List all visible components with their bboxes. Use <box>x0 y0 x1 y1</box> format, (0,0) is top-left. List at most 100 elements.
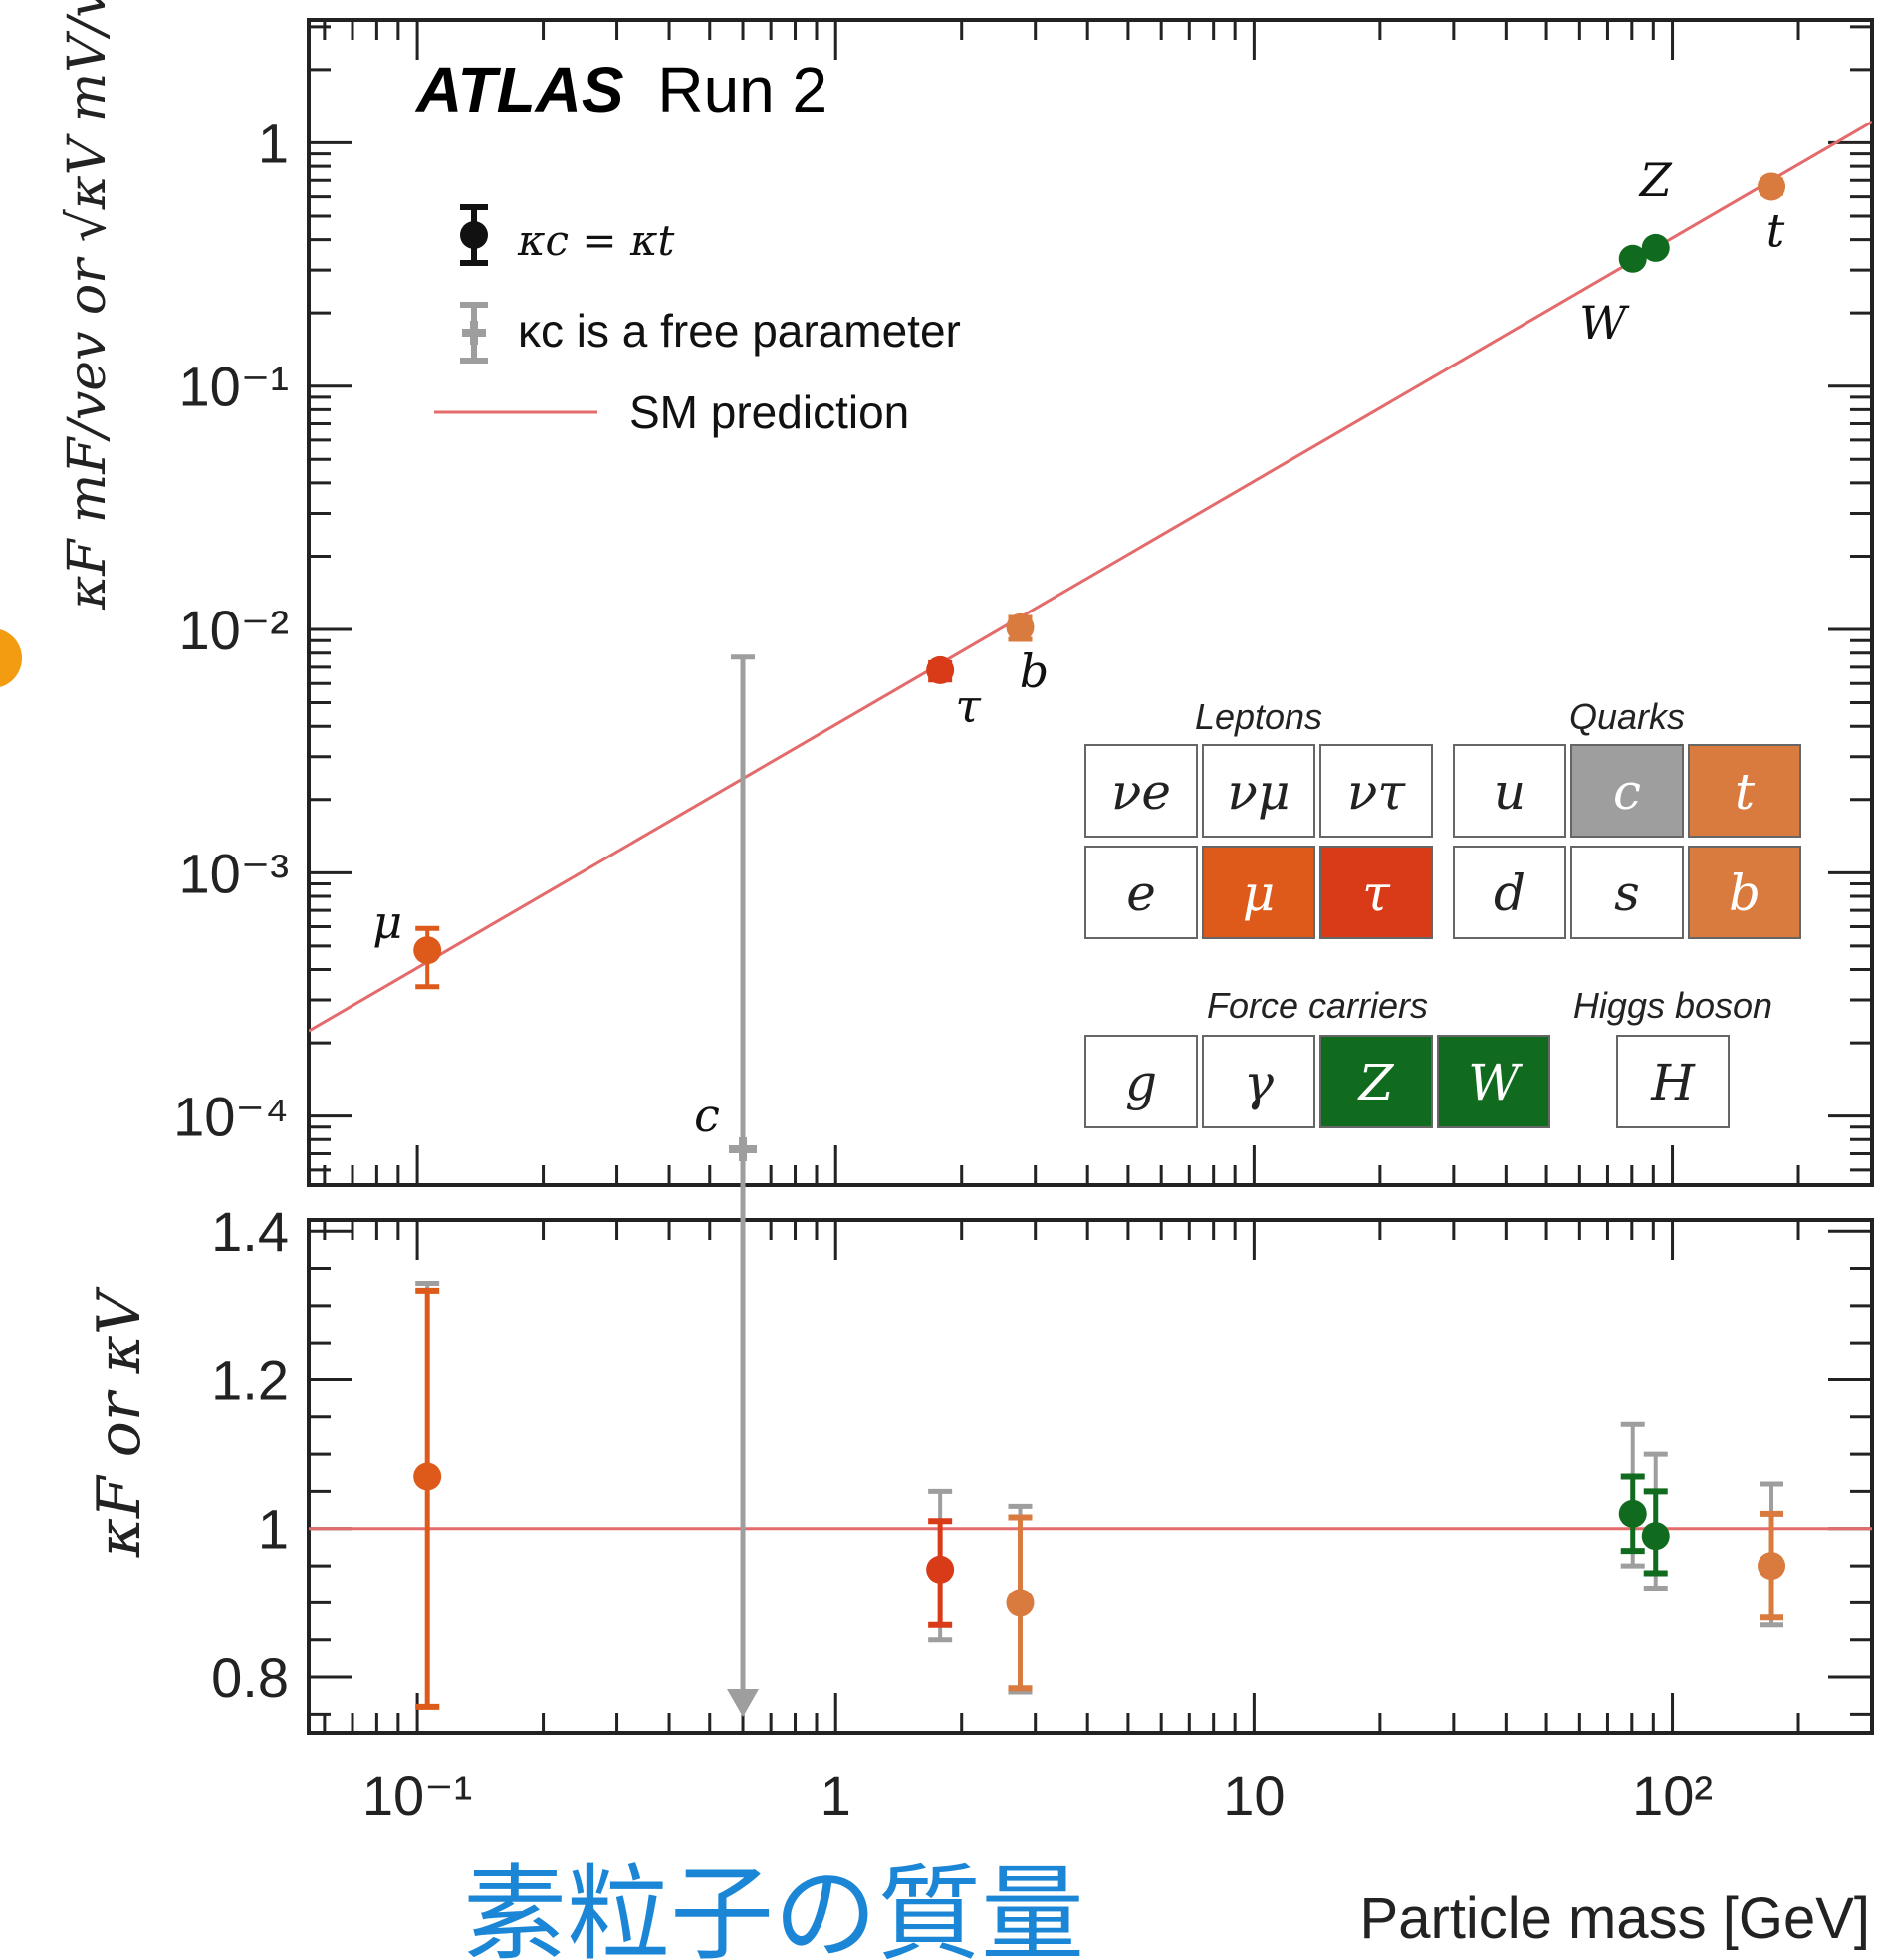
legend-entry-kc-kt-symbol <box>460 204 488 266</box>
lepton-cell-4-symbol: μ <box>1243 864 1276 922</box>
y-tick-label-bottom: 1.2 <box>211 1348 289 1411</box>
higgs-cell-0-symbol: H <box>1650 1054 1696 1111</box>
quark-cell-0-symbol: u <box>1494 763 1525 821</box>
lepton-cell-5-box <box>1319 846 1433 939</box>
y-label-bottom: κF or κV <box>85 1286 154 1558</box>
x-tick-label: 10² <box>1632 1764 1713 1827</box>
top-point-3 <box>1618 244 1647 273</box>
lepton-cell-3-symbol: e <box>1126 864 1156 922</box>
bottom-panel-frame <box>307 1218 1874 1735</box>
atlas-label-bold: ATLAS <box>414 54 624 125</box>
quark-cell-2: t <box>1688 744 1801 838</box>
y-tick-label-top: 1 <box>258 112 289 174</box>
charm-down-arrow <box>727 1689 760 1717</box>
legend-entry-sm: SM prediction <box>629 386 909 438</box>
lepton-cell-0: νe <box>1084 744 1198 838</box>
y-tick-label-top: 10⁻¹ <box>179 356 290 418</box>
quark-cell-5-symbol: b <box>1729 864 1760 922</box>
bottom-points <box>413 1280 1786 1710</box>
lepton-cell-1: νμ <box>1202 744 1315 838</box>
bottom-point-4 <box>1641 1522 1670 1551</box>
top-point-0 <box>413 936 442 965</box>
quark-cell-3: d <box>1453 846 1566 939</box>
lepton-cell-2-symbol: ντ <box>1347 763 1406 821</box>
lepton-cell-3-box <box>1084 846 1198 939</box>
lepton-cell-1-symbol: νμ <box>1228 763 1290 821</box>
lepton-cell-1-box <box>1202 744 1315 838</box>
bottom-point-2 <box>1006 1589 1035 1617</box>
orange-dot-decoration <box>0 629 22 687</box>
bottom-point-3 <box>1618 1499 1647 1528</box>
table-title-force: Force carriers <box>1207 985 1428 1026</box>
lepton-cell-4: μ <box>1202 846 1315 939</box>
point-label-2: b <box>1020 644 1049 698</box>
y-tick-label-top: 10⁻⁴ <box>173 1086 289 1148</box>
lepton-cell-5-symbol: τ <box>1362 864 1391 922</box>
y-label-top-text: κF mF/vev or √κV mV/vev <box>58 0 117 611</box>
quark-cell-2-symbol: t <box>1735 763 1756 821</box>
higgs-cell-0-box <box>1616 1035 1730 1128</box>
atlas-label: ATLAS Run 2 <box>414 54 827 125</box>
point-label-charm: c <box>694 1089 720 1142</box>
force-cell-0-box <box>1084 1035 1198 1128</box>
y-tick-label-bottom: 1 <box>258 1498 289 1561</box>
y-label-top: κF mF/vev or √κV mV/vev <box>58 0 117 611</box>
top-point-5 <box>1758 172 1786 201</box>
quark-cell-0-box <box>1453 744 1566 838</box>
x-tick-label: 10⁻¹ <box>362 1764 473 1827</box>
lepton-cell-0-symbol: νe <box>1111 763 1171 821</box>
particle-table: Leptons νe νμ ντ e μ τ Quarks u c t d s b Force carrie… <box>1084 696 1801 1128</box>
y-tick-label-top: 10⁻³ <box>179 842 290 904</box>
quark-cell-2-box <box>1688 744 1801 838</box>
x-label-jp: 素粒子の質量 <box>463 1853 1084 1960</box>
sm-line-top <box>309 121 1872 1033</box>
force-cell-3-box <box>1437 1035 1550 1128</box>
point-label-5: t <box>1766 203 1785 257</box>
higgs-cell-0: H <box>1616 1035 1730 1128</box>
quark-cell-3-box <box>1453 846 1566 939</box>
y-tick-label-bottom: 1.4 <box>211 1200 289 1263</box>
table-title-leptons: Leptons <box>1195 696 1322 737</box>
x-label: Particle mass [GeV] <box>1360 1886 1870 1951</box>
sm-line-top-group <box>309 121 1872 1033</box>
quark-cell-5-box <box>1688 846 1801 939</box>
quark-cell-1-box <box>1570 744 1684 838</box>
force-cell-1: γ <box>1202 1035 1315 1128</box>
x-tick-label: 10 <box>1223 1764 1285 1827</box>
bottom-point-1 <box>926 1555 955 1584</box>
table-title-higgs: Higgs boson <box>1573 985 1772 1026</box>
force-cell-1-symbol: γ <box>1244 1054 1274 1111</box>
x-tick-label: 1 <box>821 1764 851 1827</box>
quark-cell-1: c <box>1570 744 1684 838</box>
legend: κc = κt κc is a free parameter SM predic… <box>434 204 961 438</box>
point-label-3: W <box>1579 296 1630 350</box>
quark-cell-5: b <box>1688 846 1801 939</box>
quark-cell-1-symbol: c <box>1613 763 1641 821</box>
legend-entry-free-param: κc is a free parameter <box>518 305 961 357</box>
y-tick-label-bottom: 0.8 <box>211 1646 289 1709</box>
lepton-cell-0-box <box>1084 744 1198 838</box>
lepton-cell-3: e <box>1084 846 1198 939</box>
sm-prediction-lines <box>309 121 1872 1531</box>
quark-cell-4-box <box>1570 846 1684 939</box>
force-cell-2-box <box>1319 1035 1433 1128</box>
legend-entry-kc-kt: κc = κt <box>517 216 674 265</box>
top-point-1 <box>926 655 955 684</box>
quark-cell-4-symbol: s <box>1614 864 1640 922</box>
top-panel-frame <box>307 18 1874 1187</box>
point-label-0: μ <box>372 895 402 949</box>
top-points <box>413 172 1786 990</box>
force-cell-2-symbol: Z <box>1357 1054 1395 1111</box>
y-label-bottom-text: κF or κV <box>85 1286 154 1558</box>
force-cell-2: Z <box>1319 1035 1433 1128</box>
y-tick-label-top: 10⁻² <box>179 599 290 661</box>
tick-labels: 10⁻⁴ 10⁻³ 10⁻² 10⁻¹ 1 0.8 1 1.2 1.4 10⁻¹ 1 10 10² <box>173 112 1713 1827</box>
top-point-2 <box>1006 612 1035 641</box>
point-label-1: τ <box>955 679 982 733</box>
lepton-cell-4-box <box>1202 846 1315 939</box>
bottom-point-5 <box>1758 1552 1786 1581</box>
bottom-errbar-0 <box>415 1287 440 1710</box>
force-cell-3-symbol: W <box>1468 1054 1523 1111</box>
table-title-quarks: Quarks <box>1569 696 1685 737</box>
